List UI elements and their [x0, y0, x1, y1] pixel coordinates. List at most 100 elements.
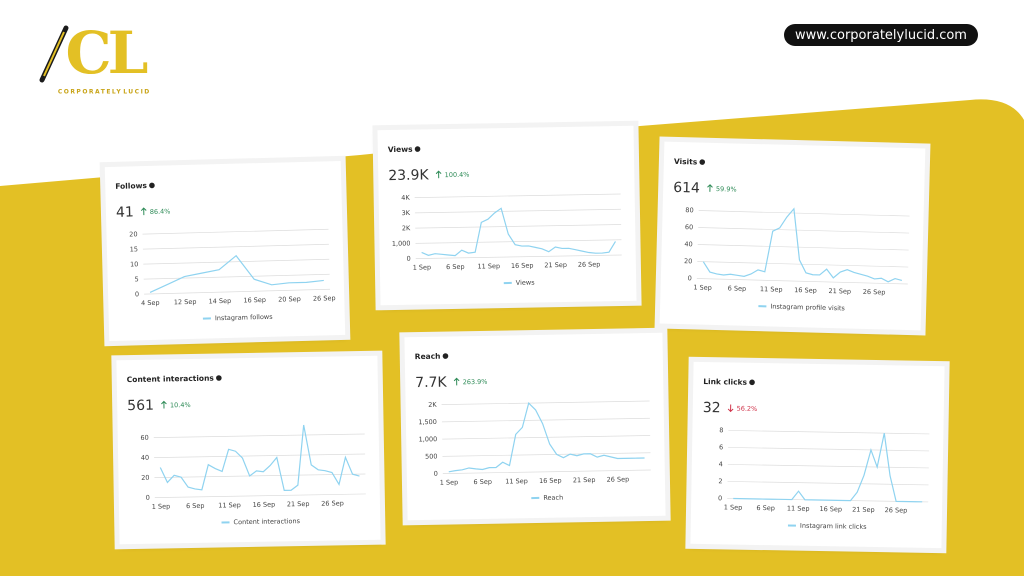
change: 263.9% — [463, 378, 488, 386]
brand-right: LUCID — [123, 89, 151, 96]
y-tick-label: 0 — [135, 290, 139, 298]
x-tick-label: 1 Sep — [724, 503, 743, 511]
y-tick-label: 80 — [685, 206, 693, 214]
y-tick-label: 5 — [134, 275, 138, 283]
x-tick-label: 6 Sep — [756, 504, 775, 512]
chart-title: Views — [388, 145, 413, 154]
grid-line — [142, 243, 329, 250]
x-tick-label: 1 Sep — [693, 283, 712, 291]
grid-line — [154, 493, 366, 498]
grid-line — [143, 273, 330, 280]
info-icon — [216, 375, 222, 381]
grid-line — [727, 464, 929, 469]
grid-line — [154, 453, 366, 458]
grid-line — [728, 447, 930, 452]
total: 561 — [127, 398, 154, 414]
y-tick-label: 0 — [407, 255, 411, 263]
legend-label: Instagram follows — [215, 313, 273, 323]
y-tick-label: 60 — [140, 434, 148, 442]
x-tick-label: 6 Sep — [186, 502, 205, 510]
grid-line — [415, 239, 622, 244]
grid-line — [728, 430, 930, 435]
chart-title: Follows — [115, 181, 147, 191]
x-tick-label: 16 Sep — [243, 296, 266, 305]
x-tick-label: 16 Sep — [253, 501, 276, 509]
y-tick-label: 1,000 — [419, 435, 438, 443]
total: 41 — [116, 204, 134, 220]
x-tick-label: 11 Sep — [787, 504, 810, 512]
x-tick-label: 1 Sep — [440, 478, 459, 486]
y-tick-label: 4K — [401, 194, 410, 202]
y-tick-label: 3K — [401, 209, 410, 217]
legend-label: Views — [516, 279, 536, 287]
x-tick-label: 26 Sep — [863, 288, 886, 297]
chart-card: Reach 7.7K 263.9% 0 500 1,000 1,500 2K 1 Sep 6 Se… — [404, 332, 666, 521]
series-line — [149, 254, 324, 294]
trend-arrow — [140, 207, 147, 216]
total: 23.9K — [388, 167, 429, 184]
legend-label: Reach — [543, 494, 563, 502]
x-tick-label: 26 Sep — [313, 294, 336, 303]
grid-line — [441, 417, 650, 423]
grid-line — [698, 210, 910, 217]
x-tick-label: 6 Sep — [728, 284, 747, 292]
x-tick-label: 1 Sep — [152, 502, 171, 510]
grid-line — [414, 208, 621, 214]
change: 86.4% — [150, 207, 171, 216]
x-tick-label: 4 Sep — [141, 299, 160, 307]
brand-left: CORPORATELY — [58, 89, 122, 96]
chart-card: Views 23.9K 100.4% 0 1,000 2K 3K 4K 1 Sep 6 Sep 11… — [377, 125, 637, 306]
grid-line — [415, 224, 622, 229]
trend-arrow — [707, 184, 713, 192]
y-tick-label: 2K — [402, 224, 411, 232]
change: 56.2% — [737, 405, 758, 413]
series-line — [702, 207, 903, 283]
y-tick-label: 8 — [719, 426, 723, 434]
x-tick-label: 16 Sep — [819, 505, 842, 513]
y-tick-label: 0 — [718, 494, 722, 502]
y-tick-label: 40 — [141, 454, 149, 462]
y-tick-label: 15 — [130, 245, 138, 253]
grid-line — [414, 193, 621, 198]
x-tick-label: 21 Sep — [573, 476, 596, 484]
y-tick-label: 20 — [684, 257, 692, 265]
y-tick-label: 4 — [719, 460, 723, 468]
chart: Views 23.9K 100.4% 0 1,000 2K 3K 4K 1 Sep 6 Sep 11… — [388, 145, 622, 287]
legend-label: Instagram profile visits — [770, 302, 845, 312]
x-tick-label: 6 Sep — [473, 478, 492, 486]
chart-card: Content interactions 561 10.4% 0 20 40 60 1 Sep… — [116, 355, 381, 545]
series-line — [159, 424, 360, 491]
chart: Visits 614 59.9% 0 20 40 60 80 1 Sep 6 Sep 11 Sep 1… — [673, 157, 910, 312]
x-tick-label: 26 Sep — [607, 475, 630, 483]
legend-label: Instagram link clicks — [800, 522, 867, 531]
x-tick-label: 16 Sep — [539, 477, 562, 485]
x-tick-label: 1 Sep — [413, 263, 432, 271]
change: 100.4% — [445, 171, 470, 179]
grid-line — [442, 469, 651, 474]
chart-card: Visits 614 59.9% 0 20 40 60 80 1 Sep 6 Sep 11 Sep 1… — [659, 141, 926, 331]
trend-arrow — [161, 400, 167, 409]
total: 32 — [703, 400, 721, 416]
logo-text: CL — [66, 19, 148, 87]
grid-line — [153, 433, 365, 439]
legend-label: Content interactions — [233, 517, 300, 526]
grid-line — [727, 481, 929, 486]
y-tick-label: 500 — [425, 452, 438, 460]
grid-line — [142, 228, 329, 235]
y-tick-label: 0 — [688, 274, 692, 282]
total: 7.7K — [415, 375, 448, 392]
url-pill — [784, 24, 978, 46]
y-tick-label: 2K — [428, 401, 437, 409]
grid-line — [442, 435, 651, 440]
chart: Follows 41 86.4% 0 5 10 15 20 4 Sep 12 Sep 14 Sep 1… — [115, 181, 336, 323]
grid-line — [696, 278, 908, 285]
x-tick-label: 26 Sep — [885, 506, 908, 514]
y-tick-label: 2 — [718, 477, 722, 485]
x-tick-label: 21 Sep — [544, 261, 567, 269]
y-tick-label: 1,500 — [418, 418, 437, 426]
grid-line — [144, 288, 331, 295]
x-tick-label: 21 Sep — [287, 500, 310, 508]
x-tick-label: 16 Sep — [794, 286, 817, 295]
info-icon — [699, 159, 706, 165]
